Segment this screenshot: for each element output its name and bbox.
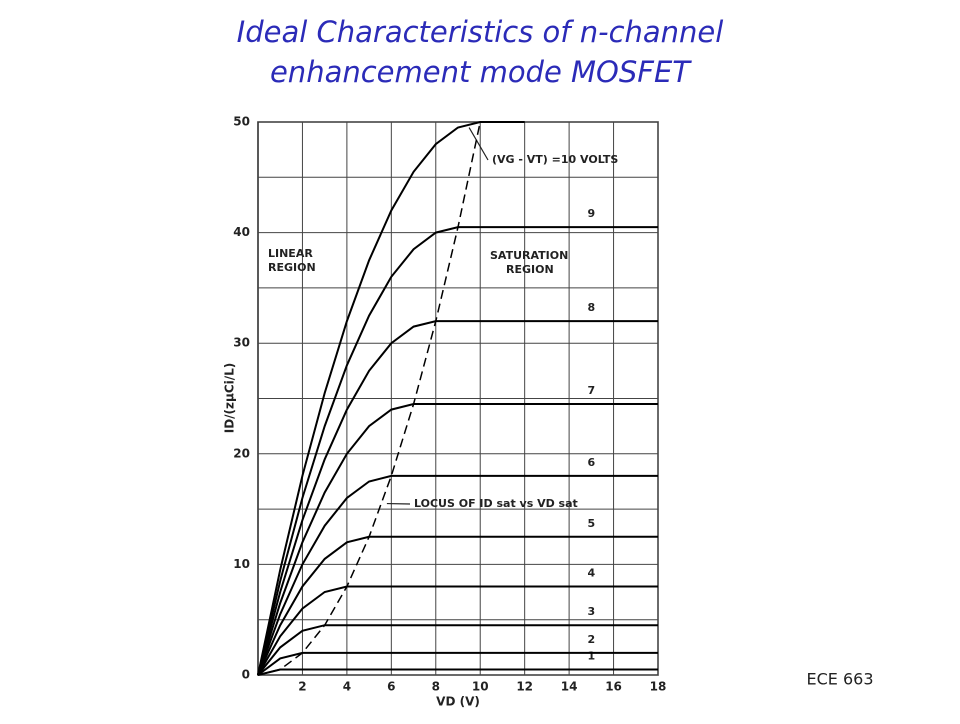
y-tick-label: 0 [242,668,250,682]
x-tick-label: 8 [432,680,440,694]
y-tick-label: 50 [233,115,250,129]
region-label: REGION [268,261,316,274]
series-label: 4 [588,567,596,580]
y-tick-label: 10 [233,557,250,571]
x-tick-label: 14 [561,680,578,694]
x-tick-label: 18 [650,680,667,694]
footer: ECE 663 [806,670,873,689]
x-axis-label: VD (V) [436,695,480,709]
series-label: 3 [588,605,596,618]
curve [258,653,658,675]
series-label: 7 [588,384,596,397]
curve [258,587,658,676]
y-tick-label: 30 [233,336,250,350]
y-tick-label: 40 [233,225,250,239]
y-axis-label: ID/(zμCi/L) [223,363,237,434]
x-tick-label: 10 [472,680,489,694]
region-label: REGION [506,263,554,276]
x-tick-label: 4 [343,680,351,694]
series-label: 9 [588,207,596,220]
series-label: 1 [588,649,596,662]
x-tick-label: 2 [298,680,306,694]
series-label: (VG - VT) =10 VOLTS [492,153,618,166]
curve [258,227,658,675]
region-label: SATURATION [490,249,568,262]
curve [258,537,658,675]
x-tick-label: 12 [516,680,533,694]
curve [258,670,658,676]
x-tick-label: 6 [387,680,395,694]
series-label: 5 [588,517,596,530]
series-label: 2 [588,633,596,646]
series-label: LOCUS OF ID sat vs VD sat [414,497,578,510]
region-label: LINEAR [268,247,313,260]
title-line: Ideal Characteristics of n-channel [237,15,724,49]
x-tick-label: 16 [605,680,622,694]
y-tick-label: 20 [233,446,250,460]
title-line: enhancement mode MOSFET [270,55,692,89]
series-label: 6 [588,456,596,469]
series-label: 8 [588,301,596,314]
